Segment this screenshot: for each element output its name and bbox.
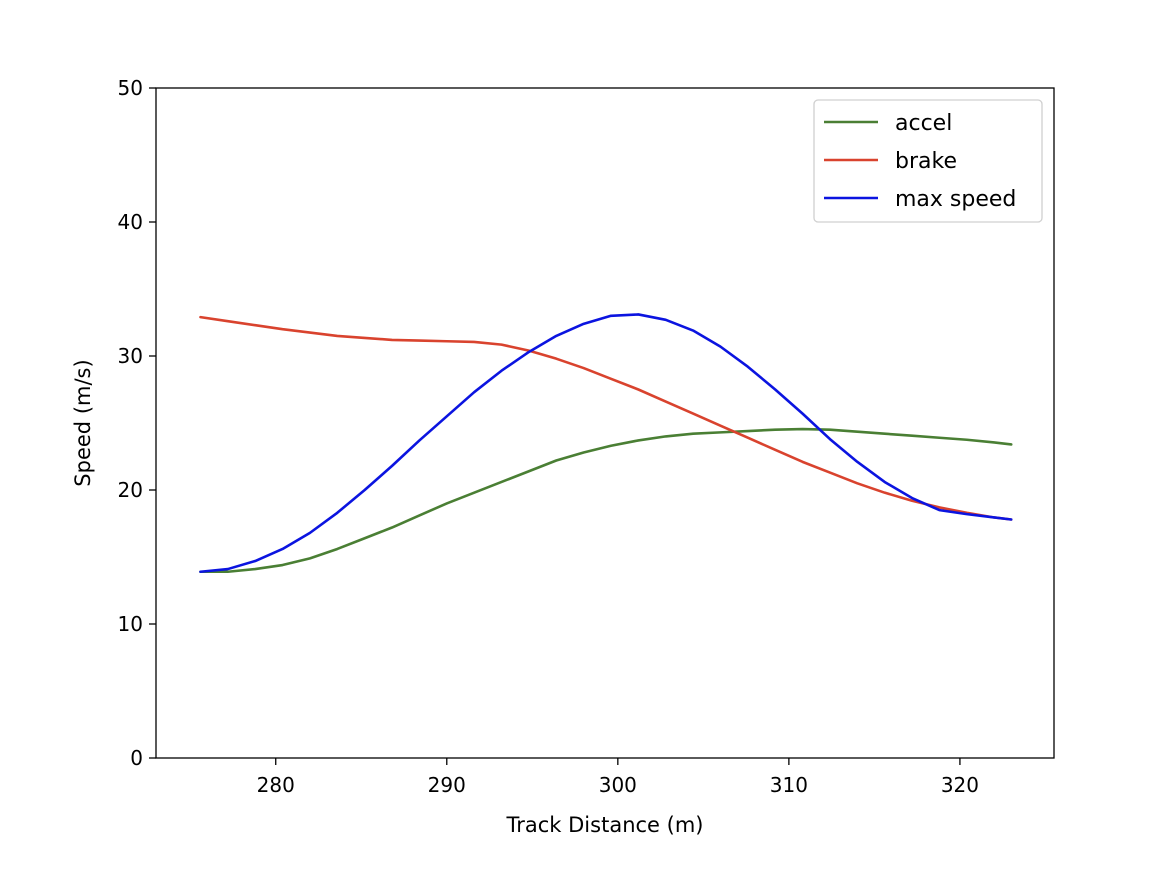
series-line-1 — [199, 315, 1013, 521]
x-tick-label: 310 — [770, 773, 808, 797]
legend-entry-0: accel — [895, 111, 952, 136]
x-tick-label: 300 — [599, 773, 637, 797]
series-line-2 — [199, 313, 1013, 574]
y-tick-label: 30 — [118, 344, 143, 368]
legend-entry-1: brake — [895, 149, 957, 174]
y-tick-label: 20 — [118, 478, 143, 502]
x-tick-label: 290 — [428, 773, 466, 797]
series-line-0 — [199, 427, 1013, 574]
x-tick-label: 320 — [941, 773, 979, 797]
legend: accel brake max speed — [813, 99, 1043, 223]
y-tick-label: 0 — [130, 746, 143, 770]
legend-entry-2: max speed — [895, 187, 1016, 212]
y-tick-label: 40 — [118, 210, 143, 234]
x-axis-label: Track Distance (m) — [506, 813, 704, 837]
legend-box — [813, 99, 1043, 223]
axes-frame — [155, 87, 1055, 759]
axes: 280 290 300 310 320 0 10 20 30 40 50 — [118, 76, 1055, 797]
y-axis-label: Speed (m/s) — [71, 359, 95, 486]
y-tick-label: 10 — [118, 612, 143, 636]
plot-area — [199, 313, 1013, 574]
y-tick-label: 50 — [118, 76, 143, 100]
x-tick-label: 280 — [257, 773, 295, 797]
